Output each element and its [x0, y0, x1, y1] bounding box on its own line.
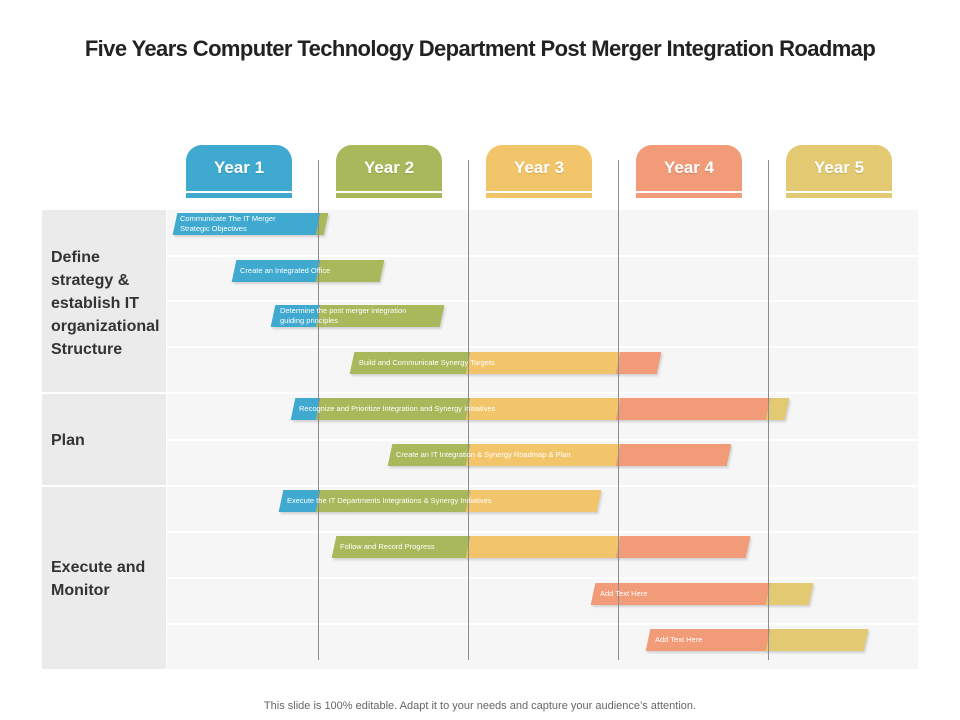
- category-label-strategy: Define strategy & establish IT organizat…: [51, 249, 160, 358]
- category-cell-execute: [42, 487, 166, 669]
- task-bar-4-year4: [615, 352, 662, 374]
- task-bar-10-year5: [765, 629, 869, 651]
- task-bar-5-year4: [615, 398, 772, 420]
- year-divider: [468, 160, 469, 660]
- row-separator: [167, 577, 918, 579]
- row-separator: [167, 346, 918, 348]
- task-label: Follow and Record Progress: [340, 542, 435, 551]
- year-5-tab: Year 5: [786, 145, 892, 198]
- task-label: Create an IT Integration & Synergy Roadm…: [396, 450, 571, 459]
- slide-title: Five Years Computer Technology Departmen…: [84, 36, 876, 61]
- task-bar-8-year4: [615, 536, 751, 558]
- task-label: Build and Communicate Synergy Targets: [359, 358, 495, 367]
- row-separator: [167, 255, 918, 257]
- row-separator: [167, 392, 918, 394]
- task-label: Recognize and Prioritize Integration and…: [299, 404, 496, 413]
- task-label: Determine the post merger integration gu…: [280, 306, 407, 325]
- task-label: Execute the IT Departments Integrations …: [287, 496, 492, 505]
- footer-note: This slide is 100% editable. Adapt it to…: [263, 700, 697, 712]
- category-label-plan: Plan: [51, 432, 85, 449]
- year-2-tab: Year 2: [336, 145, 442, 198]
- year-4-tab: Year 4: [636, 145, 742, 198]
- category-cell-plan: [42, 394, 166, 485]
- year-divider: [768, 160, 769, 660]
- year-divider: [318, 160, 319, 660]
- task-label: Communicate The IT Merger Strategic Obje…: [180, 214, 276, 233]
- year-1-tab: Year 1: [186, 145, 292, 198]
- row-separator: [167, 439, 918, 441]
- task-label: Add Text Here: [655, 635, 703, 644]
- year-divider: [618, 160, 619, 660]
- task-label: Add Text Here: [600, 589, 648, 598]
- row-separator: [167, 300, 918, 302]
- task-label: Create an Integrated Office: [240, 266, 331, 275]
- row-separator: [167, 485, 918, 487]
- row-separator: [167, 623, 918, 625]
- row-separator: [167, 531, 918, 533]
- category-cell-strategy: [42, 210, 166, 392]
- category-label-execute: Execute and Monitor: [51, 559, 146, 599]
- task-bar-9-year5: [765, 583, 814, 605]
- year-3-tab: Year 3: [486, 145, 592, 198]
